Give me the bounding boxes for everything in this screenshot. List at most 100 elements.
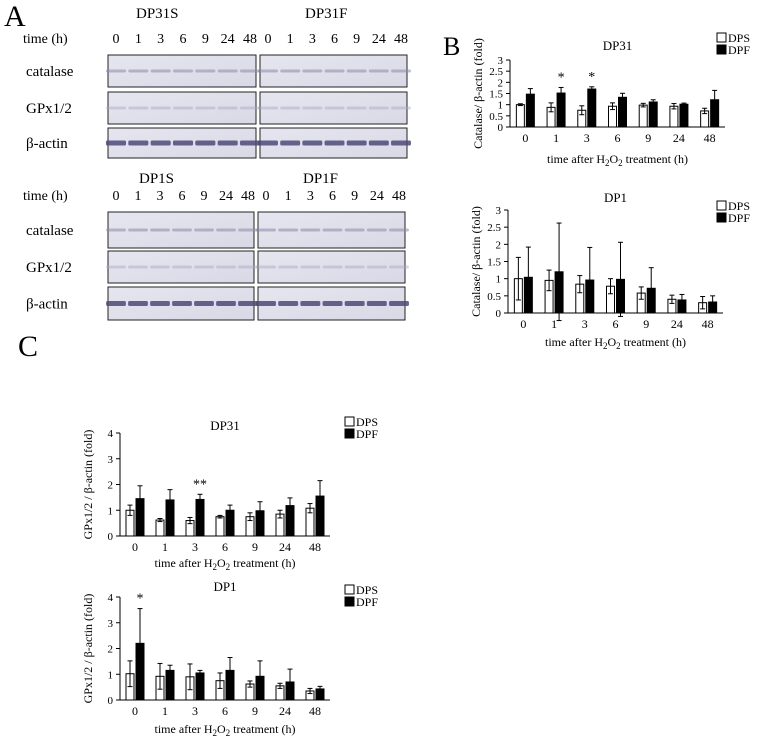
time-label: 3 xyxy=(309,32,316,47)
legend-label-dpf: DPF xyxy=(356,427,378,441)
chart-title: DP31 xyxy=(603,38,633,53)
time-labels-left: 0 1 3 6 9 24 48 xyxy=(113,32,258,47)
blot-band xyxy=(302,106,323,110)
time-label: 6 xyxy=(331,32,338,47)
blot-row-label: catalase xyxy=(26,64,74,80)
blot-band xyxy=(346,69,367,73)
y-tick-label: 1.5 xyxy=(489,89,503,101)
time-label: 24 xyxy=(372,32,386,47)
y-axis-label: Catalase/ β-actin (fold) xyxy=(469,206,483,317)
x-tick-label: 9 xyxy=(645,131,651,145)
x-tick-label: 0 xyxy=(520,317,526,331)
time-label: 24 xyxy=(370,189,384,204)
blot-band xyxy=(194,265,214,269)
blot-band xyxy=(302,69,323,73)
blot-band xyxy=(389,301,409,306)
chart-title: DP31 xyxy=(210,418,240,433)
blot-title-left: DP1S xyxy=(139,171,174,187)
legend-swatch-dps xyxy=(716,32,727,43)
time-label: 0 xyxy=(113,32,120,47)
blot-row-label: catalase xyxy=(26,223,74,239)
blot-band xyxy=(368,140,389,146)
blot-band xyxy=(344,228,365,232)
blot-band xyxy=(278,265,299,269)
x-tick-label: 24 xyxy=(673,131,685,145)
time-label: 1 xyxy=(135,189,142,204)
time-label: 6 xyxy=(329,189,336,204)
y-tick-label: 2.5 xyxy=(487,222,501,234)
xlabel-part: O xyxy=(217,556,226,570)
x-axis-label: time after H2O2 treatment (h) xyxy=(545,335,686,351)
blot-band xyxy=(278,301,299,306)
blot-band xyxy=(258,106,278,110)
xlabel-part: time after H xyxy=(155,722,213,736)
legend-label-dps: DPS xyxy=(356,415,378,429)
y-tick-label: 3 xyxy=(496,205,502,217)
legend-swatch-dps xyxy=(344,416,355,427)
blot-band xyxy=(300,301,321,306)
blot-band xyxy=(256,228,276,232)
time-axis-label: time (h) xyxy=(23,189,68,204)
time-label: 9 xyxy=(353,32,360,47)
y-axis-label: Catalase/ β-actin (fold) xyxy=(471,38,485,149)
blot-band xyxy=(344,301,365,306)
y-tick-label: 2.5 xyxy=(489,66,503,78)
time-label: 9 xyxy=(201,189,208,204)
blot-band xyxy=(256,301,276,306)
blot-band xyxy=(322,301,343,306)
blot-band xyxy=(105,69,127,73)
blot-band xyxy=(172,69,194,73)
xlabel-sub: 2 xyxy=(616,341,621,351)
xlabel-part: time after H xyxy=(547,152,605,166)
legend-swatch-dpf xyxy=(716,44,727,55)
xlabel-part: time after H xyxy=(545,335,603,349)
xlabel-part: time after H xyxy=(155,556,213,570)
chart-title: DP1 xyxy=(604,190,627,205)
significance-mark: * xyxy=(558,70,565,85)
time-label: 3 xyxy=(157,32,164,47)
blot-membranes xyxy=(105,54,411,159)
bar-dpf xyxy=(195,672,205,701)
x-tick-label: 1 xyxy=(553,131,559,145)
chart-gpx-dp1: DP1 0 1 2 3 4 GPx1/2 / β-actin (fold) 0 1 3 6 9 24 48… xyxy=(81,579,378,737)
y-tick-label: 0 xyxy=(498,122,504,134)
legend-label-dps: DPS xyxy=(356,583,378,597)
blot-band xyxy=(128,228,148,232)
blot-band xyxy=(106,265,126,269)
blot-row-labels: catalase GPx1/2 β-actin xyxy=(26,64,74,152)
blot-band xyxy=(172,106,194,110)
membrane-box xyxy=(107,91,257,125)
blot-band xyxy=(239,106,261,110)
time-label: 3 xyxy=(307,189,314,204)
y-tick-label: 1 xyxy=(498,100,504,112)
y-tick-label: 0.5 xyxy=(487,291,501,303)
y-tick-label: 2 xyxy=(498,77,504,89)
x-tick-label: 1 xyxy=(551,317,557,331)
blot-band xyxy=(366,228,387,232)
blot-band xyxy=(280,106,301,110)
x-tick-label: 1 xyxy=(162,704,168,718)
xlabel-sub: 2 xyxy=(226,728,231,737)
legend-label-dpf: DPF xyxy=(356,595,378,609)
blot-band xyxy=(195,69,216,73)
blot-band xyxy=(322,228,343,232)
blot-band xyxy=(150,301,170,306)
time-label: 9 xyxy=(202,32,209,47)
significance-mark: ** xyxy=(193,477,207,492)
time-label: 1 xyxy=(135,32,142,47)
blot-band xyxy=(238,228,258,232)
chart-title: DP1 xyxy=(213,579,236,594)
panel-label-b: B xyxy=(443,32,460,61)
blot-band xyxy=(217,140,238,146)
blot-band xyxy=(195,106,216,110)
bar-dps xyxy=(155,519,165,537)
blot-band xyxy=(278,228,299,232)
x-tick-label: 0 xyxy=(132,704,138,718)
blot-band xyxy=(366,301,387,306)
blot-band xyxy=(128,106,149,110)
membrane-box xyxy=(107,250,255,284)
blot-band xyxy=(150,140,171,146)
x-tick-label: 6 xyxy=(222,540,228,554)
